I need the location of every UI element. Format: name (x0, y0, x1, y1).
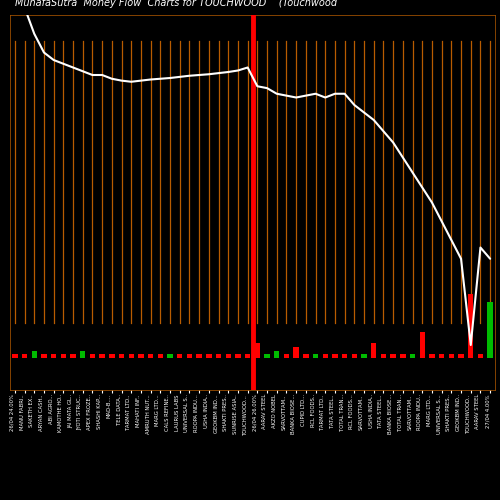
Bar (60, 354, 66, 358)
Bar (284, 354, 289, 358)
Bar (187, 354, 192, 358)
Bar (410, 354, 415, 358)
Bar (42, 354, 46, 358)
Bar (22, 354, 27, 358)
Bar (478, 354, 483, 358)
Bar (177, 354, 182, 358)
Bar (430, 354, 434, 358)
Bar (400, 354, 406, 358)
Text: MunafaSutra  Money Flow  Charts for TOUCHWOOD    (Touchwood: MunafaSutra Money Flow Charts for TOUCHW… (15, 0, 337, 8)
Bar (226, 354, 231, 358)
Bar (158, 354, 163, 358)
Bar (439, 354, 444, 358)
Bar (448, 354, 454, 358)
Bar (352, 354, 357, 358)
Bar (342, 354, 347, 358)
Bar (12, 354, 18, 358)
Bar (90, 354, 95, 358)
Bar (322, 354, 328, 358)
Bar (332, 354, 338, 358)
Bar (109, 354, 114, 358)
Bar (274, 350, 280, 358)
Bar (303, 354, 308, 358)
Bar (313, 354, 318, 358)
Bar (381, 354, 386, 358)
Bar (254, 343, 260, 358)
Bar (236, 354, 240, 358)
Bar (80, 350, 86, 358)
Bar (245, 354, 250, 358)
Bar (70, 354, 76, 358)
Bar (32, 350, 37, 358)
Bar (390, 354, 396, 358)
Bar (216, 354, 221, 358)
Bar (362, 354, 366, 358)
Bar (128, 354, 134, 358)
Bar (468, 294, 473, 358)
Bar (148, 354, 154, 358)
Bar (138, 354, 143, 358)
Bar (371, 343, 376, 358)
Bar (51, 354, 57, 358)
Bar (168, 354, 172, 358)
Bar (420, 332, 425, 358)
Bar (206, 354, 212, 358)
Bar (100, 354, 105, 358)
Bar (264, 354, 270, 358)
Bar (119, 354, 124, 358)
Bar (196, 354, 202, 358)
Bar (458, 354, 464, 358)
Bar (294, 347, 299, 358)
Bar (488, 302, 493, 358)
